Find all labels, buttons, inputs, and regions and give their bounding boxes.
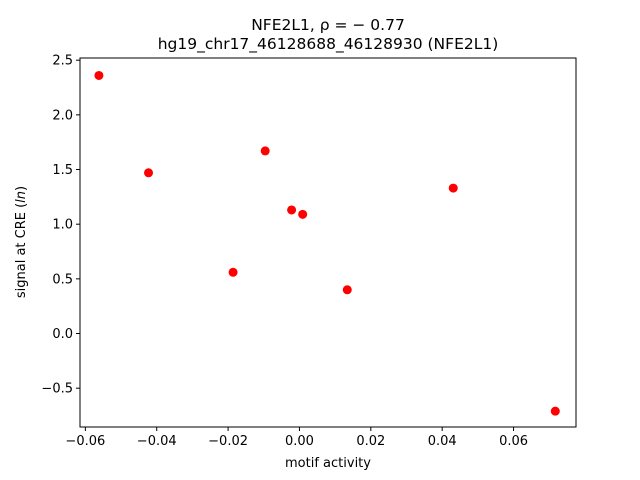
y-tick-label: 2.0	[52, 108, 73, 123]
x-axis-label: motif activity	[285, 456, 371, 471]
y-tick-label: 0.5	[52, 272, 73, 287]
x-tick-label: 0.00	[285, 434, 314, 449]
x-axis: −0.06 −0.04 −0.02 0.00 0.02 0.04 0.06	[65, 427, 528, 449]
y-tick-label: 1.5	[52, 163, 73, 178]
x-tick-label: 0.02	[356, 434, 385, 449]
data-points	[94, 70, 560, 416]
y-axis-label-unit: ln	[14, 191, 29, 203]
y-axis-label-suffix: )	[14, 186, 29, 191]
x-tick-label: 0.04	[428, 434, 457, 449]
y-tick-label: 0.0	[52, 327, 73, 342]
y-tick-label: 2.5	[52, 54, 73, 69]
data-point	[94, 70, 104, 80]
data-point	[144, 168, 154, 178]
x-tick-label: 0.06	[499, 434, 528, 449]
y-tick-label: 1.0	[52, 218, 73, 233]
y-tick-label: −0.5	[41, 382, 73, 397]
data-point	[228, 267, 238, 277]
y-axis-label: signal at CRE (ln)	[14, 186, 29, 298]
data-point	[448, 183, 458, 193]
x-tick-label: −0.02	[208, 434, 248, 449]
y-axis-label-prefix: signal at CRE (	[14, 203, 29, 298]
data-point	[342, 285, 352, 295]
x-tick-label: −0.04	[137, 434, 177, 449]
data-point	[550, 406, 560, 416]
chart-subtitle: hg19_chr17_46128688_46128930 (NFE2L1)	[158, 35, 499, 54]
data-point	[287, 205, 297, 215]
y-axis: −0.5 0.0 0.5 1.0 1.5 2.0 2.5	[41, 54, 80, 397]
data-point	[260, 146, 270, 156]
plot-area-frame	[79, 57, 577, 428]
x-tick-label: −0.06	[65, 434, 105, 449]
data-point	[298, 209, 308, 219]
chart-title: NFE2L1, ρ = − 0.77	[251, 16, 405, 34]
